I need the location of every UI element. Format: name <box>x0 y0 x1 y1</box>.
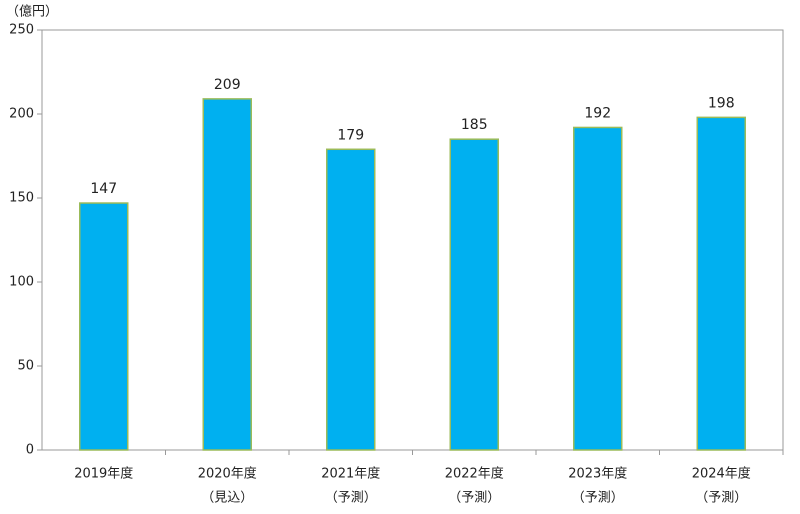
plot-area <box>41 29 784 451</box>
data-label: 185 <box>461 117 488 133</box>
x-tick-label: （予測） <box>572 491 624 506</box>
x-tick-label: 2022年度 <box>445 466 504 482</box>
y-tick-label: 200 <box>9 107 34 122</box>
bar <box>573 126 623 451</box>
y-tick-label: 100 <box>9 275 34 290</box>
x-tick-label: 2023年度 <box>568 466 627 482</box>
x-tick-label: （見込） <box>201 491 253 506</box>
data-label: 179 <box>337 127 364 143</box>
x-tick-label: （予測） <box>448 491 500 506</box>
x-tick-label: 2024年度 <box>692 466 751 482</box>
data-label: 147 <box>90 181 117 197</box>
x-tick-label: （予測） <box>325 491 377 506</box>
y-tick-label: 50 <box>17 359 34 374</box>
x-tick-label: （予測） <box>695 491 747 506</box>
y-tick-label: 250 <box>9 23 34 38</box>
y-axis-label: （億円） <box>6 4 58 20</box>
data-label: 192 <box>584 105 611 121</box>
x-tick-label: 2021年度 <box>321 466 380 482</box>
x-tick-label: 2020年度 <box>198 466 257 482</box>
data-label: 209 <box>214 77 241 93</box>
bar <box>202 98 252 451</box>
bar <box>449 138 499 451</box>
bar <box>79 202 129 451</box>
y-tick-label: 150 <box>9 191 34 206</box>
x-tick-label: 2019年度 <box>74 466 133 482</box>
bar <box>326 148 376 451</box>
bar <box>696 116 746 451</box>
data-label: 198 <box>708 95 735 111</box>
y-tick-label: 0 <box>26 443 34 458</box>
